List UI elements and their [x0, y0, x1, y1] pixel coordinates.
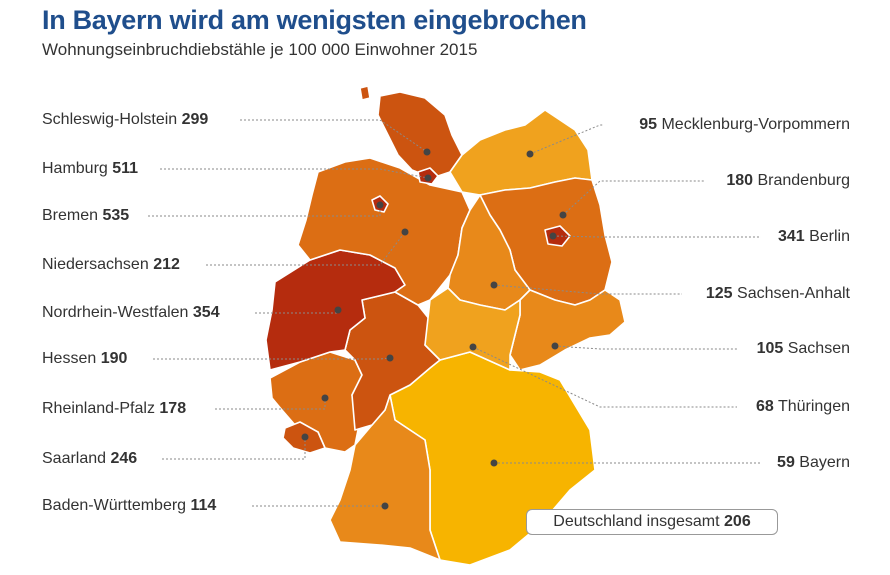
state-marker-hb [376, 201, 384, 209]
leader-line-hb [148, 205, 381, 217]
state-niedersachsen [297, 157, 471, 306]
state-value: 95 [639, 116, 658, 133]
state-value: 299 [181, 111, 209, 128]
state-label-ni: Niedersachsen 212 [42, 255, 180, 275]
state-name: Hessen [42, 350, 97, 367]
leader-line-mv [529, 124, 604, 155]
state-marker-rp [321, 394, 329, 402]
state-name: Nordrhein-Westfalen [42, 304, 189, 321]
state-name: Sachsen-Anhalt [737, 285, 850, 302]
state-name: Hamburg [42, 160, 108, 177]
state-marker-mv [526, 150, 534, 158]
state-value: 354 [192, 304, 220, 321]
state-name: Brandenburg [757, 172, 850, 189]
state-label-sl: Saarland 246 [42, 449, 137, 469]
state-rheinland-pfalz [269, 351, 363, 453]
state-label-hb: Bremen 535 [42, 206, 129, 226]
state-name: Mecklenburg-Vorpommern [661, 116, 850, 133]
state-label-be: 341 Berlin [778, 227, 850, 247]
state-label-bb: 180 Brandenburg [726, 171, 850, 191]
total-label: Deutschland insgesamt [553, 513, 720, 530]
total-box: Deutschland insgesamt 206 [526, 509, 778, 535]
state-name: Berlin [809, 228, 850, 245]
state-label-rp: Rheinland-Pfalz 178 [42, 399, 186, 419]
state-label-bw: Baden-Württemberg 114 [42, 496, 216, 516]
state-marker-th [469, 343, 477, 351]
state-value: 180 [726, 172, 754, 189]
state-label-st: 125 Sachsen-Anhalt [706, 284, 850, 304]
state-label-sn: 105 Sachsen [757, 339, 850, 359]
state-value: 212 [153, 256, 180, 273]
state-marker-sh [423, 148, 431, 156]
state-marker-sn [551, 342, 559, 350]
state-value: 190 [100, 350, 128, 367]
state-marker-bw [381, 502, 389, 510]
total-value: 206 [724, 513, 751, 530]
state-name: Sachsen [787, 340, 850, 357]
map-subtitle: Wohnungseinbruchdiebstähle je 100 000 Ei… [42, 40, 478, 59]
state-name: Schleswig-Holstein [42, 111, 178, 128]
leader-line-bb [562, 180, 704, 216]
state-label-sh: Schleswig-Holstein 299 [42, 110, 208, 130]
state-name: Saarland [42, 450, 107, 467]
state-baden-wuerttemberg [329, 394, 441, 561]
leader-line-rp [215, 398, 326, 410]
state-thueringen [424, 287, 521, 371]
state-label-th: 68 Thüringen [756, 397, 850, 417]
state-marker-bb [559, 211, 567, 219]
state-marker-hh [424, 174, 432, 182]
state-value: 511 [112, 160, 139, 177]
state-marker-ni [401, 228, 409, 236]
state-name: Thüringen [777, 398, 850, 415]
state-value: 341 [777, 228, 805, 245]
state-label-he: Hessen 190 [42, 349, 127, 369]
state-label-mv: 95 Mecklenburg-Vorpommern [639, 115, 850, 135]
leader-line-hh [160, 168, 429, 179]
state-value: 246 [110, 450, 138, 467]
leader-line-ni [206, 231, 406, 266]
leader-line-sl [162, 437, 306, 460]
leader-line-sh [240, 119, 428, 153]
state-marker-he [386, 354, 394, 362]
map-title: In Bayern wird am wenigsten eingebrochen [42, 5, 587, 35]
state-marker-be [549, 232, 557, 240]
state-value: 68 [756, 398, 774, 415]
state-value: 178 [159, 400, 187, 417]
leader-line-sn [554, 345, 738, 350]
state-label-nw: Nordrhein-Westfalen 354 [42, 303, 220, 323]
state-value: 105 [756, 340, 784, 357]
leader-line-th [472, 346, 737, 408]
state-label-hh: Hamburg 511 [42, 159, 138, 179]
state-name: Bremen [42, 207, 99, 224]
state-label-by: 59 Bayern [777, 453, 850, 473]
state-value: 535 [102, 207, 130, 224]
state-value: 125 [705, 285, 733, 302]
state-marker-sl [301, 433, 309, 441]
state-schleswig-holstein-island [359, 85, 371, 101]
state-name: Bayern [799, 454, 850, 471]
state-value: 114 [190, 497, 217, 514]
state-name: Baden-Württemberg [42, 497, 187, 514]
state-marker-st [490, 281, 498, 289]
state-value: 59 [777, 454, 795, 471]
state-name: Niedersachsen [42, 256, 149, 273]
state-marker-nw [334, 306, 342, 314]
state-name: Rheinland-Pfalz [42, 400, 155, 417]
state-marker-by [490, 459, 498, 467]
leader-line-st [493, 284, 682, 295]
